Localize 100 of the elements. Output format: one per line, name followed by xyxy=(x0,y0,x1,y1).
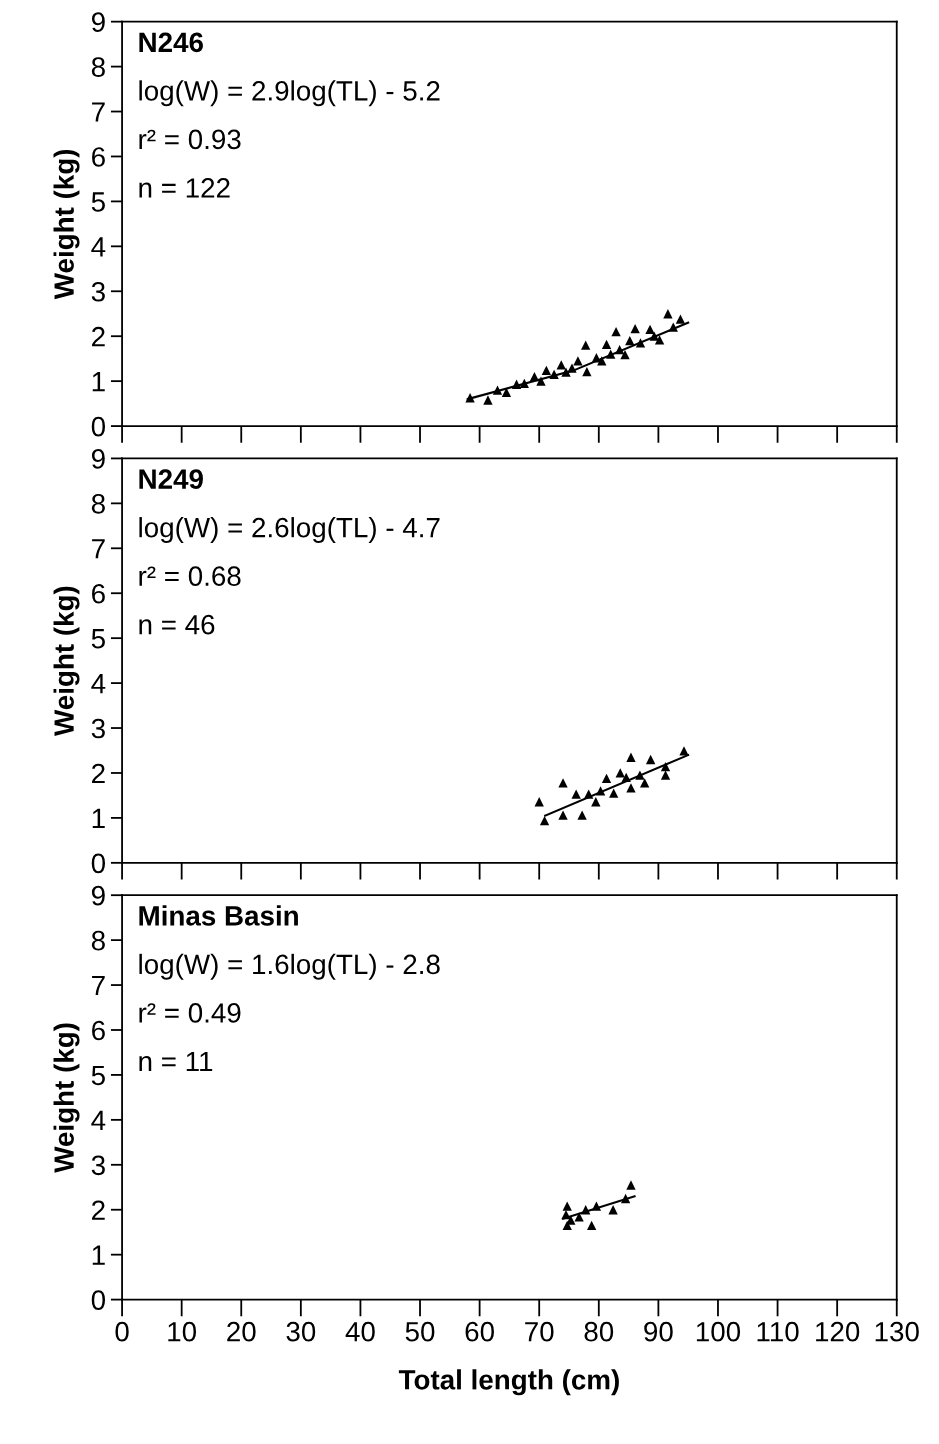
point xyxy=(492,385,503,395)
y-tick-label: 8 xyxy=(91,494,105,514)
annotation: r² = 0.68 xyxy=(139,566,241,586)
point xyxy=(549,369,559,380)
y-tick-label: 2 xyxy=(92,763,105,784)
point xyxy=(573,356,583,366)
point xyxy=(591,797,601,807)
annotation: Minas Basin xyxy=(139,905,298,926)
annotation: n = 122 xyxy=(139,178,230,198)
x-tick-label: 90 xyxy=(644,1321,673,1342)
point xyxy=(601,339,612,349)
x-tick-label: 0 xyxy=(115,1321,129,1342)
point xyxy=(645,324,655,335)
x-axis-title: Total length (cm) xyxy=(398,1369,619,1396)
x-tick-label: 60 xyxy=(465,1321,494,1342)
x-tick-label: 130 xyxy=(875,1321,919,1342)
point xyxy=(556,360,566,370)
point xyxy=(529,371,540,382)
point xyxy=(534,797,544,807)
y-tick-label: 0 xyxy=(91,1290,106,1310)
point xyxy=(541,365,552,376)
y-tick-label: 2 xyxy=(92,326,105,347)
y-tick-label: 4 xyxy=(91,1110,106,1130)
y-tick-label: 5 xyxy=(91,192,105,212)
point xyxy=(620,1193,631,1204)
point xyxy=(675,314,686,324)
y-tick-label: 1 xyxy=(92,1245,105,1265)
y-axis-title: Weight (kg) xyxy=(53,149,80,300)
point xyxy=(625,336,635,346)
y-tick-label: 6 xyxy=(92,583,105,604)
point xyxy=(558,778,568,788)
annotation: log(W) = 2.9log(TL) - 5.2 xyxy=(139,80,440,107)
y-tick-label: 4 xyxy=(91,674,106,694)
point xyxy=(536,376,546,386)
point xyxy=(465,393,475,403)
point xyxy=(567,363,577,373)
point xyxy=(566,1215,576,1225)
point xyxy=(609,788,619,798)
point xyxy=(635,338,646,348)
annotation: n = 46 xyxy=(139,614,215,635)
y-axis-title: Weight (kg) xyxy=(53,586,80,736)
point xyxy=(626,752,636,762)
y-tick-label: 6 xyxy=(92,147,105,167)
x-tick-label: 70 xyxy=(525,1321,554,1342)
point xyxy=(597,356,607,366)
y-tick-label: 5 xyxy=(91,1065,105,1086)
point xyxy=(519,378,529,389)
point xyxy=(577,810,587,820)
point xyxy=(626,783,636,793)
x-tick-label: 80 xyxy=(584,1321,614,1342)
point xyxy=(591,1201,602,1211)
point xyxy=(615,768,625,778)
y-tick-label: 9 xyxy=(91,449,105,469)
y-tick-label: 8 xyxy=(91,57,105,77)
y-tick-label: 3 xyxy=(91,718,105,739)
point xyxy=(562,1201,572,1211)
point xyxy=(660,770,671,780)
point xyxy=(539,815,550,826)
y-tick-label: 7 xyxy=(92,102,105,122)
y-axis-title: Weight (kg) xyxy=(53,1023,80,1173)
x-tick-label: 40 xyxy=(345,1321,375,1342)
point xyxy=(581,340,591,350)
point xyxy=(654,335,665,345)
y-tick-label: 1 xyxy=(92,372,105,392)
y-tick-label: 7 xyxy=(92,539,105,559)
point xyxy=(614,345,625,355)
y-tick-label: 2 xyxy=(92,1200,105,1220)
point xyxy=(640,778,650,788)
y-tick-label: 0 xyxy=(91,853,106,874)
point xyxy=(630,323,640,334)
point xyxy=(561,367,571,377)
point xyxy=(582,367,592,377)
point xyxy=(645,754,656,765)
annotation: r² = 0.93 xyxy=(139,129,241,150)
point xyxy=(635,770,645,780)
y-tick-label: 0 xyxy=(91,416,106,437)
point xyxy=(679,746,689,756)
annotation: n = 11 xyxy=(139,1051,213,1072)
point xyxy=(511,379,522,389)
y-tick-label: 8 xyxy=(91,930,105,951)
annotation: N249 xyxy=(139,469,203,489)
y-tick-label: 9 xyxy=(91,885,105,906)
point xyxy=(558,810,568,820)
annotation: log(W) = 1.6log(TL) - 2.8 xyxy=(139,953,440,980)
point xyxy=(620,349,630,360)
x-tick-label: 120 xyxy=(816,1321,860,1342)
annotation: r² = 0.49 xyxy=(139,1003,241,1023)
point xyxy=(611,327,621,337)
x-tick-label: 10 xyxy=(168,1321,197,1342)
point xyxy=(601,773,612,784)
point xyxy=(660,762,671,772)
x-tick-label: 50 xyxy=(405,1321,435,1342)
point xyxy=(586,1220,597,1231)
annotation: N246 xyxy=(139,32,203,53)
point xyxy=(595,786,606,796)
point xyxy=(574,1212,584,1222)
point xyxy=(571,789,581,799)
x-tick-label: 100 xyxy=(696,1321,741,1342)
point xyxy=(581,1205,591,1215)
point xyxy=(649,331,659,341)
